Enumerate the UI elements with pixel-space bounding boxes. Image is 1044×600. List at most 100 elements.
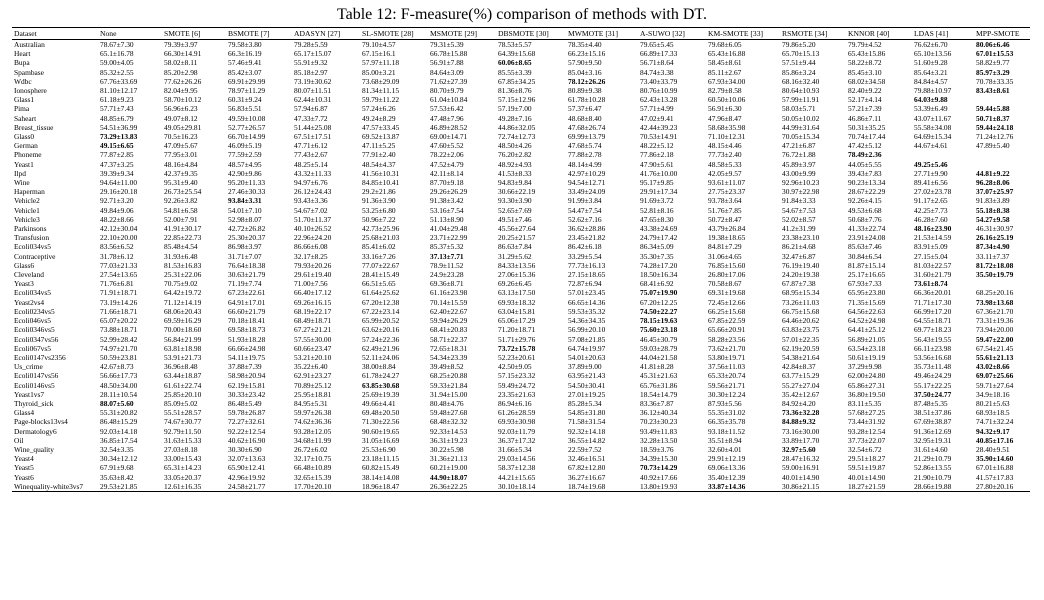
f-measure-cell: 92.79±11.50	[164, 426, 202, 436]
f-measure-cell: 92.03±14.18	[100, 426, 138, 436]
f-measure-cell: 48.85±6.79	[100, 113, 134, 123]
f-measure-cell: 90.23±13.34	[848, 178, 886, 188]
f-measure-cell: 19.38±18.65	[708, 233, 746, 243]
f-measure-cell: 40.10±26.52	[294, 224, 332, 234]
f-measure-cell: 59.51±19.87	[848, 463, 886, 473]
f-measure-cell: 58.22±8.72	[848, 58, 882, 68]
f-measure-cell: 47.02±9.41	[640, 113, 674, 123]
f-measure-cell: 85.11±2.67	[708, 67, 742, 77]
f-measure-cell: 48.16±4.84	[164, 159, 198, 169]
f-measure-cell: 29.26±26.29	[430, 187, 468, 197]
f-measure-cell: 91.83±3.89	[976, 196, 1010, 206]
f-measure-cell: 23.71±22.99	[430, 233, 468, 243]
table-row: Ecoli0346vs5 73.88±18.71 70.00±18.60 69.58±…	[12, 325, 1030, 334]
column-header: None	[100, 28, 117, 38]
f-measure-cell: 52.62±7.16	[568, 214, 602, 224]
table-row: Page-blocks13vs4 86.48±15.29 74.67±30.77 72…	[12, 417, 1030, 426]
dataset-name-cell: Ionosphere	[14, 86, 47, 96]
f-measure-cell: 68.93±18.5	[976, 408, 1010, 418]
f-measure-cell: 68.48±32.32	[430, 417, 468, 427]
f-measure-cell: 44.21±15.65	[498, 472, 536, 482]
f-measure-cell: 73.72±15.78	[498, 343, 536, 353]
dataset-name-cell: Thyroid_sick	[14, 398, 54, 408]
f-measure-cell: 21.29±10.79	[914, 454, 952, 464]
f-measure-cell: 80.64±10.93	[782, 86, 820, 96]
dataset-name-cell: Wdbc	[14, 76, 32, 86]
f-measure-cell: 58.28±23.56	[708, 334, 746, 344]
f-measure-cell: 69.52±13.87	[362, 132, 400, 142]
f-measure-cell: 47.57±33.45	[362, 122, 400, 132]
f-measure-cell: 50.71±8.37	[976, 113, 1010, 123]
f-measure-cell: 26.80±17.06	[708, 270, 746, 280]
table-row: Ecoli0146vs5 48.50±34.00 61.61±22.74 62.19±…	[12, 381, 1030, 390]
f-measure-cell: 31.61±4.60	[914, 444, 948, 454]
f-measure-cell: 54.38±21.64	[782, 352, 820, 362]
f-measure-cell: 93.49±11.83	[640, 426, 678, 436]
f-measure-cell: 36.55±14.82	[568, 435, 606, 445]
f-measure-cell: 29.2±21.86	[362, 187, 396, 197]
f-measure-cell: 43.02±8.66	[976, 362, 1010, 372]
f-measure-cell: 71.12±14.19	[164, 297, 202, 307]
f-measure-cell: 57.94±6.87	[294, 104, 328, 114]
f-measure-cell: 67.20±12.38	[362, 297, 400, 307]
f-measure-cell: 44.99±31.64	[782, 122, 820, 132]
table-row: Ecoli0147vs56 56.66±17.73 63.44±18.87 58.98…	[12, 371, 1030, 380]
f-measure-cell: 65.99±20.52	[362, 316, 400, 326]
f-measure-cell: 47.33±7.72	[294, 113, 328, 123]
f-measure-cell: 54.01±7.10	[228, 205, 262, 215]
f-measure-cell: 60.21±19.00	[430, 463, 468, 473]
f-measure-cell: 72.65±18.31	[430, 343, 468, 353]
f-measure-cell: 93.61±11.07	[708, 178, 746, 188]
f-measure-cell: 85.32±2.55	[100, 67, 134, 77]
f-measure-cell: 37.50±24.77	[914, 389, 952, 399]
f-measure-cell: 66.30±14.91	[164, 49, 202, 59]
f-measure-cell: 52.00±7.91	[164, 214, 198, 224]
f-measure-cell: 41.56±10.31	[362, 168, 400, 178]
table-row: Wine_quality 32.54±3.35 27.03±8.18 30.30±6.…	[12, 445, 1030, 454]
f-measure-cell: 25.95±18.81	[294, 389, 332, 399]
f-measure-cell: 31.93±6.48	[164, 251, 198, 261]
f-measure-cell: 17.70±20.10	[294, 481, 332, 491]
f-measure-cell: 72.87±6.94	[568, 279, 602, 289]
f-measure-cell: 42.37±9.35	[164, 168, 198, 178]
f-measure-cell: 58.98±20.94	[228, 371, 266, 381]
f-measure-cell: 50.96±7.22	[362, 214, 396, 224]
f-measure-cell: 65.10±13.56	[914, 49, 952, 59]
f-measure-cell: 59.48±27.68	[430, 408, 468, 418]
column-header: MPP-SMOTE	[976, 28, 1020, 38]
f-measure-cell: 51.93±18.28	[228, 334, 266, 344]
f-measure-cell: 91.69±3.72	[640, 196, 674, 206]
f-measure-cell: 67.20±12.25	[640, 297, 678, 307]
table-row: Ecoli0147vs2356 50.59±23.81 53.91±21.73 54.…	[12, 353, 1030, 362]
f-measure-cell: 27.06±15.36	[498, 270, 536, 280]
f-measure-cell: 77.86±2.18	[640, 150, 674, 160]
f-measure-cell: 59.71±27.64	[976, 380, 1014, 390]
f-measure-cell: 32.07±13.63	[228, 454, 266, 464]
f-measure-cell: 42.44±39.23	[640, 122, 678, 132]
f-measure-cell: 52.99±28.42	[100, 334, 138, 344]
f-measure-cell: 35.90±14.60	[976, 454, 1014, 464]
f-measure-cell: 65.06±17.29	[498, 316, 536, 326]
f-measure-cell: 46.45±30.79	[640, 334, 678, 344]
f-measure-cell: 74.50±22.27	[640, 306, 678, 316]
f-measure-cell: 52.86±13.55	[914, 463, 952, 473]
f-measure-cell: 28.67±22.29	[848, 187, 886, 197]
f-measure-cell: 83.11±5.35	[848, 398, 882, 408]
dataset-name-cell: Vehicle3	[14, 214, 40, 224]
f-measure-cell: 34.39±15.30	[640, 454, 678, 464]
f-measure-cell: 84.64±3.09	[430, 67, 464, 77]
f-measure-cell: 57.15±23.32	[498, 371, 536, 381]
f-measure-cell: 78.97±11.29	[228, 86, 266, 96]
dataset-name-cell: Glass6	[14, 260, 35, 270]
f-measure-cell: 29.03±14.56	[498, 454, 536, 464]
f-measure-cell: 33.49±24.09	[568, 187, 606, 197]
f-measure-cell: 51.71±29.76	[498, 334, 536, 344]
f-measure-cell: 73.62±21.70	[708, 343, 746, 353]
f-measure-cell: 50.72±8.47	[708, 214, 742, 224]
f-measure-cell: 85.42±3.07	[228, 67, 262, 77]
f-measure-cell: 30.34±12.12	[100, 454, 138, 464]
f-measure-cell: 69.00±14.71	[430, 132, 468, 142]
f-measure-cell: 66.60±21.79	[228, 306, 266, 316]
f-measure-cell: 42.25±7.73	[914, 205, 948, 215]
f-measure-cell: 64.42±19.72	[164, 288, 202, 298]
